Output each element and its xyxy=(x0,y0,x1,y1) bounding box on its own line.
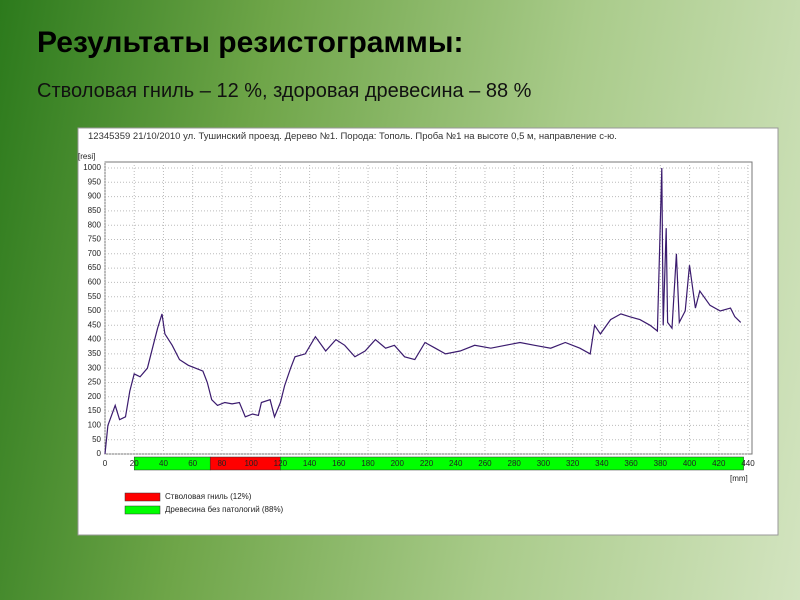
legend-swatch xyxy=(124,505,161,515)
x-tick-label: 400 xyxy=(683,459,697,468)
slide-subtitle: Стволовая гниль – 12 %, здоровая древеси… xyxy=(37,80,532,102)
x-tick-label: 60 xyxy=(188,459,197,468)
x-tick-label: 40 xyxy=(159,459,168,468)
x-tick-label: 320 xyxy=(566,459,580,468)
y-tick-label: 400 xyxy=(88,335,102,344)
x-tick-label: 220 xyxy=(420,459,434,468)
x-tick-label: 420 xyxy=(712,459,726,468)
chart-panel xyxy=(77,127,779,536)
x-tick-label: 260 xyxy=(478,459,492,468)
y-tick-label: 200 xyxy=(88,392,102,401)
x-tick-label: 140 xyxy=(303,459,317,468)
x-tick-label: 160 xyxy=(332,459,346,468)
x-tick-label: 380 xyxy=(654,459,668,468)
y-tick-label: 100 xyxy=(88,421,102,430)
y-tick-label: 250 xyxy=(88,378,102,387)
zone-bar xyxy=(280,456,744,471)
y-tick-label: 0 xyxy=(97,449,102,458)
x-tick-label: 200 xyxy=(391,459,405,468)
y-tick-label: 1000 xyxy=(83,163,101,172)
y-tick-label: 750 xyxy=(88,235,102,244)
y-axis-label: [resi] xyxy=(78,152,95,161)
x-tick-label: 20 xyxy=(130,459,139,468)
legend-swatch xyxy=(124,492,161,502)
legend-label: Древесина без патологий (88%) xyxy=(165,505,284,514)
y-tick-label: 150 xyxy=(88,406,102,415)
x-tick-label: 180 xyxy=(361,459,375,468)
chart-info: 12345359 21/10/2010 ул. Тушинский проезд… xyxy=(88,131,617,142)
x-tick-label: 100 xyxy=(244,459,258,468)
x-tick-label: 80 xyxy=(217,459,226,468)
y-tick-label: 900 xyxy=(88,192,102,201)
slide-title: Результаты резистограммы: xyxy=(37,26,463,59)
data-line xyxy=(104,167,742,455)
y-tick-label: 800 xyxy=(88,220,102,229)
x-tick-label: 280 xyxy=(508,459,522,468)
y-tick-label: 450 xyxy=(88,320,102,329)
x-tick-label: 440 xyxy=(741,459,755,468)
plot-area xyxy=(104,161,753,455)
x-tick-label: 300 xyxy=(537,459,551,468)
y-tick-label: 600 xyxy=(88,278,102,287)
x-axis-label: [mm] xyxy=(730,474,748,483)
x-tick-label: 0 xyxy=(103,459,108,468)
x-tick-label: 120 xyxy=(274,459,288,468)
y-tick-label: 650 xyxy=(88,263,102,272)
y-tick-label: 350 xyxy=(88,349,102,358)
legend-label: Стволовая гниль (12%) xyxy=(165,492,252,501)
y-tick-label: 50 xyxy=(92,435,101,444)
x-tick-label: 240 xyxy=(449,459,463,468)
y-tick-label: 500 xyxy=(88,306,102,315)
y-tick-label: 550 xyxy=(88,292,102,301)
y-tick-label: 700 xyxy=(88,249,102,258)
x-tick-label: 340 xyxy=(595,459,609,468)
zone-bar xyxy=(133,456,211,471)
y-tick-label: 950 xyxy=(88,177,102,186)
y-tick-label: 300 xyxy=(88,363,102,372)
x-tick-label: 360 xyxy=(624,459,638,468)
y-tick-label: 850 xyxy=(88,206,102,215)
